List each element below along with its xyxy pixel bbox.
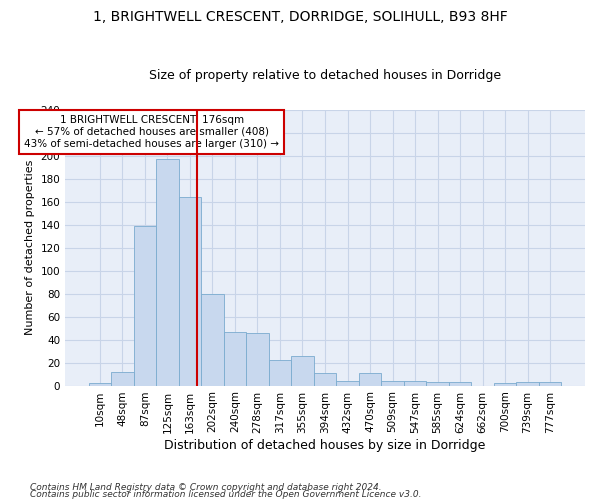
Bar xyxy=(539,382,562,386)
Bar xyxy=(179,197,201,386)
Text: Contains HM Land Registry data © Crown copyright and database right 2024.: Contains HM Land Registry data © Crown c… xyxy=(30,484,382,492)
Title: Size of property relative to detached houses in Dorridge: Size of property relative to detached ho… xyxy=(149,69,501,82)
Bar xyxy=(89,384,111,386)
Bar xyxy=(404,381,426,386)
Bar xyxy=(336,381,359,386)
Bar xyxy=(201,294,224,386)
Text: 1 BRIGHTWELL CRESCENT: 176sqm
← 57% of detached houses are smaller (408)
43% of : 1 BRIGHTWELL CRESCENT: 176sqm ← 57% of d… xyxy=(24,116,279,148)
Bar xyxy=(269,360,291,386)
Y-axis label: Number of detached properties: Number of detached properties xyxy=(25,160,35,335)
Bar xyxy=(359,373,381,386)
Text: 1, BRIGHTWELL CRESCENT, DORRIDGE, SOLIHULL, B93 8HF: 1, BRIGHTWELL CRESCENT, DORRIDGE, SOLIHU… xyxy=(92,10,508,24)
Bar xyxy=(246,332,269,386)
Bar xyxy=(449,382,472,386)
Text: Contains public sector information licensed under the Open Government Licence v3: Contains public sector information licen… xyxy=(30,490,421,499)
Bar xyxy=(291,356,314,386)
Bar xyxy=(156,159,179,386)
Bar xyxy=(314,373,336,386)
X-axis label: Distribution of detached houses by size in Dorridge: Distribution of detached houses by size … xyxy=(164,440,485,452)
Bar xyxy=(224,332,246,386)
Bar xyxy=(134,226,156,386)
Bar xyxy=(381,381,404,386)
Bar xyxy=(517,382,539,386)
Bar xyxy=(426,382,449,386)
Bar xyxy=(111,372,134,386)
Bar xyxy=(494,384,517,386)
